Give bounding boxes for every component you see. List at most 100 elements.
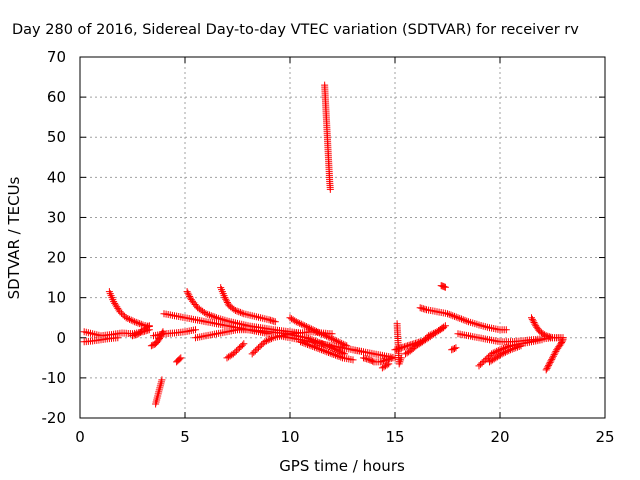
data-point (240, 340, 248, 348)
data-point (223, 298, 231, 306)
x-tick-label: 0 (75, 428, 85, 446)
data-point (404, 342, 412, 350)
data-point (420, 336, 428, 344)
data-point (333, 337, 341, 345)
data-point (498, 350, 506, 358)
data-point (326, 349, 334, 357)
data-point (444, 310, 451, 318)
chart-title: Day 280 of 2016, Sidereal Day-to-day VTE… (12, 22, 579, 38)
data-point (258, 341, 266, 349)
data-point (463, 317, 471, 325)
y-tick-label: 50 (47, 128, 66, 146)
data-point (318, 330, 325, 338)
data-point (314, 344, 322, 352)
data-point (122, 314, 130, 322)
data-point (297, 338, 304, 346)
data-point (186, 292, 194, 300)
data-point (298, 338, 306, 346)
data-point (529, 317, 537, 325)
data-point (207, 312, 215, 320)
y-tick-label: 70 (47, 48, 66, 66)
x-axis-ticks: 0 5 10 15 20 25 (75, 57, 615, 446)
data-point (116, 308, 124, 316)
data-point (483, 354, 491, 362)
data-point (297, 320, 305, 328)
data-point (545, 360, 553, 368)
data-point (211, 313, 219, 321)
data-point (421, 305, 429, 313)
data-point (235, 308, 243, 316)
data-point (268, 317, 276, 325)
data-point (248, 350, 256, 358)
data-point (452, 313, 460, 321)
data-point (307, 325, 315, 333)
x-tick-label: 10 (280, 428, 299, 446)
data-point (528, 315, 536, 323)
data-point (261, 338, 269, 346)
data-point (255, 344, 262, 352)
data-point (233, 307, 241, 315)
data-point (338, 339, 346, 347)
data-point (294, 319, 302, 327)
data-point (378, 357, 386, 365)
data-point (364, 355, 372, 363)
data-point (314, 328, 322, 336)
data-point (302, 323, 310, 331)
data-point (223, 297, 231, 305)
data-point (503, 347, 511, 355)
y-tick-label: -10 (42, 369, 67, 387)
data-point (177, 354, 185, 362)
data-point (361, 354, 369, 362)
data-point (545, 333, 553, 341)
data-point (206, 311, 213, 319)
data-point (558, 337, 566, 345)
x-tick-label: 20 (490, 428, 509, 446)
data-point (324, 342, 332, 350)
y-tick-label: 60 (47, 88, 66, 106)
data-point (547, 333, 555, 341)
data-point (544, 332, 552, 340)
data-point (425, 332, 433, 340)
data-point (400, 343, 408, 351)
data-point (134, 319, 142, 327)
data-point (136, 320, 144, 328)
data-point (308, 336, 316, 344)
data-point (300, 339, 308, 347)
data-point (514, 343, 521, 351)
data-point (315, 338, 323, 346)
data-point (335, 352, 343, 360)
y-tick-label: 40 (47, 168, 66, 186)
data-point (550, 351, 558, 359)
data-point (508, 345, 516, 353)
data-point (253, 345, 261, 353)
data-point (316, 329, 324, 337)
data-point (145, 322, 153, 330)
data-point (129, 317, 137, 325)
data-point (307, 342, 315, 350)
y-tick-label: 10 (47, 289, 66, 307)
data-point (480, 357, 488, 365)
data-point (391, 346, 399, 354)
data-point (296, 319, 304, 327)
data-point (204, 310, 212, 318)
data-point (271, 318, 279, 326)
y-axis-label: SDTVAR / TECUs (5, 176, 23, 299)
data-point (329, 335, 337, 343)
data-point (478, 359, 486, 367)
data-point (507, 346, 514, 354)
data-point (327, 343, 335, 351)
data-point (545, 361, 553, 369)
data-point (494, 347, 502, 355)
data-point (124, 315, 132, 323)
data-point (305, 341, 313, 349)
data-point (270, 317, 278, 325)
data-point (232, 347, 240, 355)
data-point (328, 335, 336, 343)
data-point (316, 345, 324, 353)
data-point (221, 294, 229, 302)
data-point (541, 331, 549, 339)
data-points (80, 81, 567, 408)
data-point (334, 338, 342, 346)
y-tick-label: 0 (56, 329, 66, 347)
